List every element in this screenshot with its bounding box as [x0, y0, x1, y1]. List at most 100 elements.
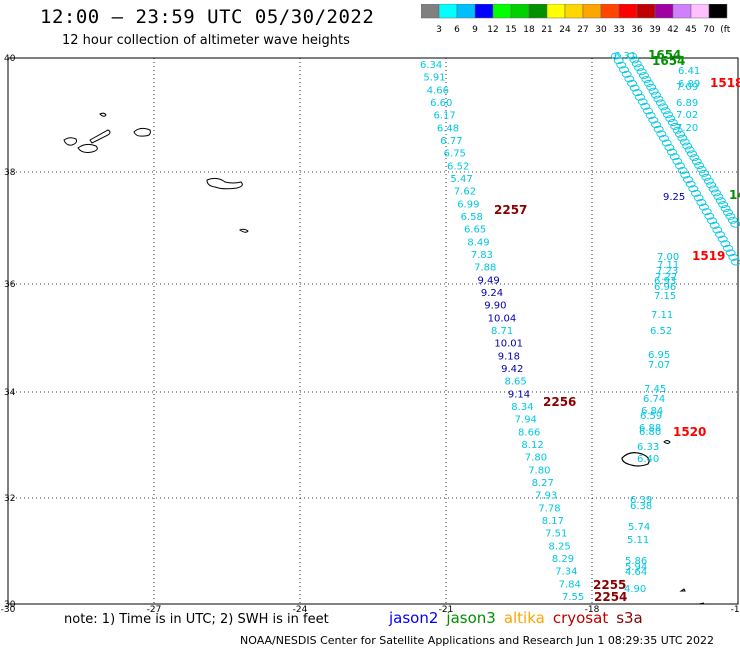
track-marker [667, 119, 678, 126]
satellite-legend: jason2 jason3 altika cryosat s3a [389, 609, 651, 627]
track-marker [619, 66, 629, 74]
track-marker [653, 95, 664, 103]
latitude-label: 40 [4, 54, 16, 64]
color-scale-label: 36 [631, 25, 643, 35]
track-marker [656, 130, 667, 138]
track-marker [655, 99, 666, 107]
swh-value: 6.96 [654, 282, 676, 293]
swh-value: 8.49 [467, 237, 489, 248]
swh-value: 7.09 [676, 82, 698, 93]
track-marker [634, 64, 645, 72]
track-marker [672, 126, 683, 134]
track-marker [717, 235, 728, 243]
track-marker [665, 115, 676, 123]
track-marker [723, 208, 733, 216]
longitude-label: -18 [585, 605, 600, 615]
island-outline [89, 129, 111, 144]
swh-value: 8.66 [518, 427, 540, 438]
track-marker [715, 197, 726, 205]
pass-time: 2256 [543, 395, 576, 409]
swh-value: 8.27 [532, 478, 554, 489]
color-scale-label: 27 [577, 25, 588, 35]
swh-value: 7.11 [657, 260, 679, 271]
track-marker [643, 107, 653, 115]
swh-value: 7.84 [559, 579, 581, 590]
track-marker [727, 216, 738, 224]
track-marker [624, 75, 635, 83]
swh-value: 6.80 [639, 427, 661, 438]
track-marker [675, 162, 685, 170]
swh-value: 8.29 [552, 554, 574, 565]
swh-value: 8.17 [542, 516, 564, 527]
island-outline [63, 137, 77, 146]
track-marker [677, 134, 688, 142]
latitude-label: 38 [4, 168, 16, 178]
track-marker [677, 166, 688, 174]
track-marker [708, 185, 719, 193]
swh-observations: 6.345.914.666.606.176.486.776.756.525.47… [420, 51, 700, 603]
island-outline [99, 112, 107, 117]
color-scale-label: 42 [667, 25, 678, 35]
swh-value: 7.22 [655, 272, 677, 283]
track-marker [706, 181, 717, 189]
legend-altika: altika [503, 609, 545, 627]
swh-value: 6.89 [676, 98, 698, 109]
pass-time: 1520 [673, 425, 706, 439]
swh-value: 7.94 [515, 415, 537, 426]
swh-value: 6.99 [457, 199, 479, 210]
track-marker [639, 72, 649, 80]
track-marker [611, 52, 621, 60]
swh-value: 9.42 [501, 364, 523, 375]
swh-value: 7.80 [525, 453, 547, 464]
swh-value: 7.02 [676, 110, 698, 121]
track-marker [680, 171, 691, 179]
track-marker [728, 253, 739, 261]
color-scale-label: 45 [685, 25, 696, 35]
swh-value: 8.65 [505, 377, 527, 388]
track-marker [683, 176, 693, 184]
swh-value: 10.04 [488, 313, 517, 324]
dense-track-markers [611, 52, 740, 266]
track-marker [723, 244, 733, 252]
longitude-label: -24 [293, 605, 308, 615]
longitude-label: -27 [147, 605, 162, 615]
track-marker [694, 162, 705, 169]
color-scale-label: 15 [505, 25, 516, 35]
swh-value: 6.34 [420, 60, 442, 71]
swh-value: 6.65 [464, 225, 486, 236]
color-scale-label: 30 [595, 25, 607, 35]
swh-value: 9.14 [508, 389, 530, 400]
legend-jason2: jason2 [389, 609, 439, 627]
track-marker [648, 116, 659, 124]
swh-value: 7.55 [562, 592, 584, 603]
swh-value: 6.52 [650, 326, 672, 337]
track-marker [616, 61, 627, 69]
swh-value: 7.23 [656, 266, 678, 277]
track-marker [659, 134, 669, 142]
swh-value: 6.40 [637, 454, 659, 465]
track-marker [711, 189, 721, 197]
swh-value: 7.15 [654, 291, 676, 302]
swh-value: 7.83 [471, 250, 493, 261]
coastline [63, 112, 705, 605]
track-marker [675, 130, 685, 138]
swh-value: 5.11 [627, 535, 649, 546]
swh-value: 7.11 [651, 310, 673, 321]
track-marker [685, 180, 696, 188]
swh-value: 8.34 [511, 402, 533, 413]
swh-value: 9.18 [498, 351, 520, 362]
swh-value: 8.25 [548, 541, 570, 552]
map-frame [7, 57, 739, 605]
swh-value: 6.41 [678, 66, 700, 77]
swh-value: 6.52 [447, 161, 469, 172]
track-marker [621, 70, 632, 78]
latitude-label: 30 [4, 600, 16, 610]
color-scale-label: 3 [436, 25, 442, 35]
track-marker [672, 157, 683, 165]
credit-line: NOAA/NESDIS Center for Satellite Applica… [240, 634, 715, 647]
track-marker [720, 240, 731, 248]
longitude-label: -21 [439, 605, 454, 615]
track-marker [648, 87, 659, 95]
swh-value: 4.90 [624, 584, 646, 595]
